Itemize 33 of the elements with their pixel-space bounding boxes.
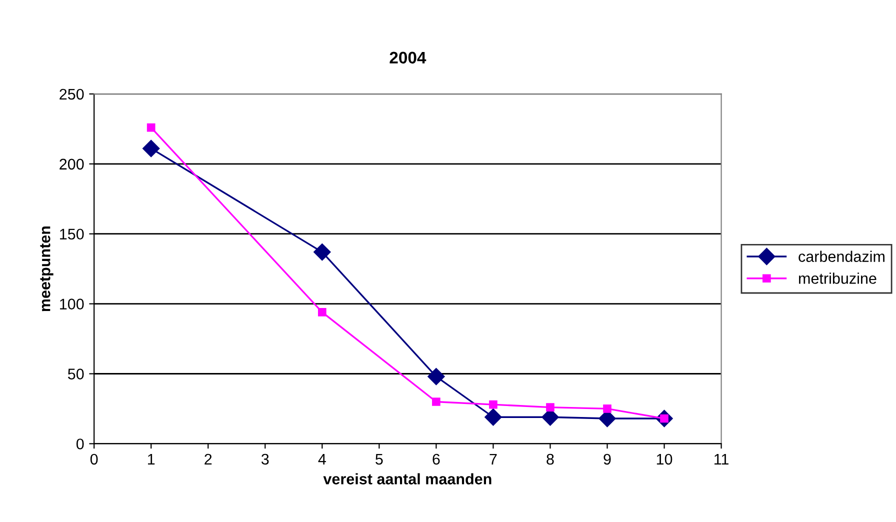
y-tick-label: 100 [60,298,84,310]
x-tick-label: 9 [604,454,611,465]
y-tick-label: 200 [60,158,84,170]
x-axis-title: vereist aantal maanden [323,473,492,484]
point [603,404,612,413]
y-tick-label: 0 [76,438,84,450]
point [318,308,326,316]
y-tick-label: 50 [68,368,84,380]
x-tick-label: 8 [546,454,554,465]
point [314,243,331,261]
x-tick-label: 11 [714,454,728,464]
chart-title: 2004 [390,52,426,64]
point [489,400,498,409]
x-tick-label: 2 [204,454,212,464]
x-tick-label: 5 [376,454,383,465]
point [428,368,445,386]
y-axis-title: meetpunten [40,226,54,312]
point [546,403,554,412]
x-tick-label: 0 [90,454,98,465]
y-tick-label: 250 [60,88,84,100]
x-tick-label: 10 [656,454,672,465]
point [146,123,156,132]
point [484,408,502,426]
y-tick-label: 150 [60,228,84,240]
legend-label: carbendazim [798,250,884,262]
point [432,398,440,406]
x-tick-label: 3 [261,454,269,465]
x-tick-label: 7 [490,454,497,464]
point [142,140,160,158]
x-tick-label: 4 [318,454,326,464]
legend-label: metribuzine [799,272,876,284]
x-tick-label: 6 [432,454,440,465]
x-tick-label: 1 [148,454,155,464]
